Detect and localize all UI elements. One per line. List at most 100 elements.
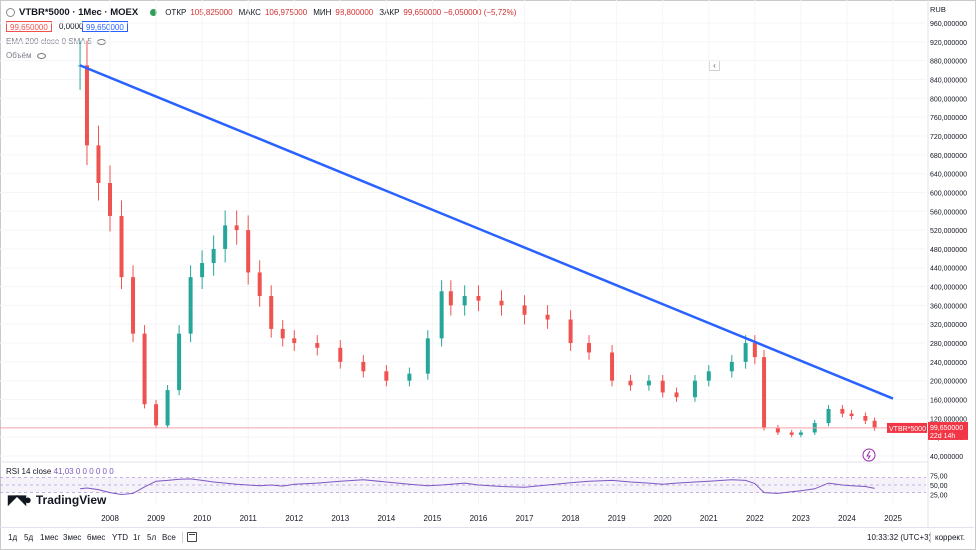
candle-body	[775, 427, 780, 433]
candle-body	[131, 277, 136, 334]
last-symbol-text: VTBR*5000	[889, 426, 926, 433]
eye-icon[interactable]	[36, 52, 46, 59]
candle-body	[743, 343, 748, 362]
spread-value: 0,000000	[56, 21, 96, 32]
timeframe-ytd[interactable]: YTD	[112, 533, 128, 542]
timeframe-3m[interactable]: 3мес	[63, 533, 82, 542]
price-axis[interactable]: 960,000000 920,000000 880,000000 840,000000…	[927, 0, 967, 527]
calendar-icon[interactable]	[187, 532, 197, 542]
price-tick-label: 320,000000	[930, 322, 967, 329]
ohlc-close-label: ЗАКР	[379, 7, 400, 17]
candle-body	[849, 413, 854, 416]
timeframe-5d[interactable]: 5д	[24, 533, 34, 542]
tradingview-text: TradingView	[35, 493, 107, 507]
candle-body	[840, 408, 845, 414]
candle-body	[338, 347, 343, 362]
candle-body	[154, 404, 159, 426]
time-tick-label: 2015	[424, 514, 442, 523]
candle-body	[361, 361, 366, 372]
candle-body	[425, 338, 430, 374]
candle-body	[545, 314, 550, 320]
price-tick-label: 960,000000	[930, 21, 967, 28]
candle-body	[646, 380, 651, 386]
alert-icon[interactable]	[862, 448, 876, 462]
clock[interactable]: 10:33:32 (UTC+3)	[867, 533, 932, 542]
grid	[0, 0, 926, 505]
time-tick-label: 2018	[562, 514, 580, 523]
timeframe-1y[interactable]: 1г	[133, 533, 141, 542]
candle-body	[315, 343, 320, 348]
last-price-bg	[928, 421, 968, 440]
time-axis[interactable]: 2008 2009 2010 2011 2012 2013 2014 2015 2016 2017…	[101, 514, 902, 523]
timeframe-1m[interactable]: 1мес	[40, 533, 59, 542]
bottom-toolbar: 1д 5д 1мес 3мес 6мес YTD 1г 5л Все 10:33…	[0, 527, 974, 548]
symbol-logo-icon	[6, 7, 15, 17]
candle-body	[789, 432, 794, 435]
candle-body	[292, 338, 297, 344]
time-tick-label: 2012	[285, 514, 303, 523]
symbol-title[interactable]: VTBR*5000 · 1Мес · MOEX	[19, 6, 139, 18]
price-tick-label: 40,000000	[930, 454, 963, 461]
timeframe-1d[interactable]: 1д	[8, 533, 18, 542]
timeframe-6m[interactable]: 6мес	[87, 533, 106, 542]
candle-body	[499, 300, 504, 306]
volume-label: Объём	[6, 51, 32, 60]
candle-body	[200, 263, 205, 278]
price-tick-label: 560,000000	[930, 209, 967, 216]
price-tick-label: 400,000000	[930, 285, 967, 292]
price-tick-label: 280,000000	[930, 341, 967, 348]
price-tick-label: 440,000000	[930, 266, 967, 273]
rsi-line	[80, 478, 875, 496]
candle-body	[280, 328, 285, 339]
buy-price-box[interactable]: 99,650000	[82, 21, 128, 32]
indicator-volume[interactable]: Объём	[6, 51, 46, 60]
candle-body	[762, 357, 767, 428]
candle-body	[269, 295, 274, 329]
price-tick-label: 360,000000	[930, 303, 967, 310]
candle-body	[476, 295, 481, 301]
trendline[interactable]	[79, 64, 894, 400]
candle-body	[863, 415, 868, 421]
toolbar-divider	[182, 532, 183, 543]
legend-header: VTBR*5000 · 1Мес · MOEX ОТКР 105,825000 …	[6, 5, 522, 19]
tradingview-logo[interactable]: ◤◥● TradingView	[8, 492, 106, 508]
candle-body	[462, 295, 467, 306]
candle-body	[84, 65, 89, 146]
time-tick-label: 2008	[101, 514, 119, 523]
timeframe-all[interactable]: Все	[162, 533, 176, 542]
time-tick-label: 2021	[700, 514, 718, 523]
candle-body	[826, 408, 831, 424]
currency-label[interactable]: RUB	[930, 5, 946, 14]
adjustment-toggle[interactable]: коррект.	[935, 533, 965, 542]
sell-price-box[interactable]: 99,650000	[6, 21, 52, 32]
candle-body	[165, 390, 170, 426]
countdown-text: 22d 14h	[930, 433, 955, 440]
ohlc-low-label: МИН	[313, 7, 332, 17]
price-tick-label: 760,000000	[930, 115, 967, 122]
rsi-tick-label: 75,00	[930, 474, 948, 481]
price-chart[interactable]: 960,000000 920,000000 880,000000 840,000000…	[0, 0, 976, 527]
candle-body	[439, 291, 444, 339]
timeframe-5y[interactable]: 5л	[147, 533, 157, 542]
rsi-extra: 0 0 0 0 0 0	[75, 467, 114, 476]
candle-body	[752, 343, 757, 358]
time-tick-label: 2020	[654, 514, 672, 523]
time-tick-label: 2017	[516, 514, 534, 523]
time-tick-label: 2025	[884, 514, 902, 523]
price-tick-label: 720,000000	[930, 134, 967, 141]
price-tick-label: 640,000000	[930, 172, 967, 179]
candle-body	[674, 392, 679, 398]
candle-body	[119, 215, 124, 278]
price-tick-label: 120,000000	[930, 416, 967, 423]
candle-body	[407, 373, 412, 381]
candle-body	[692, 380, 697, 398]
ohlc-high-value: 106,975000	[264, 7, 308, 17]
candle-body	[628, 380, 633, 386]
time-tick-label: 2013	[331, 514, 349, 523]
candle-body	[448, 291, 453, 306]
rsi-legend[interactable]: RSI 14 close 41,03 0 0 0 0 0 0	[6, 467, 114, 476]
market-status-icon	[150, 8, 158, 16]
last-symbol-bg	[887, 422, 927, 433]
candle-body	[660, 380, 665, 393]
